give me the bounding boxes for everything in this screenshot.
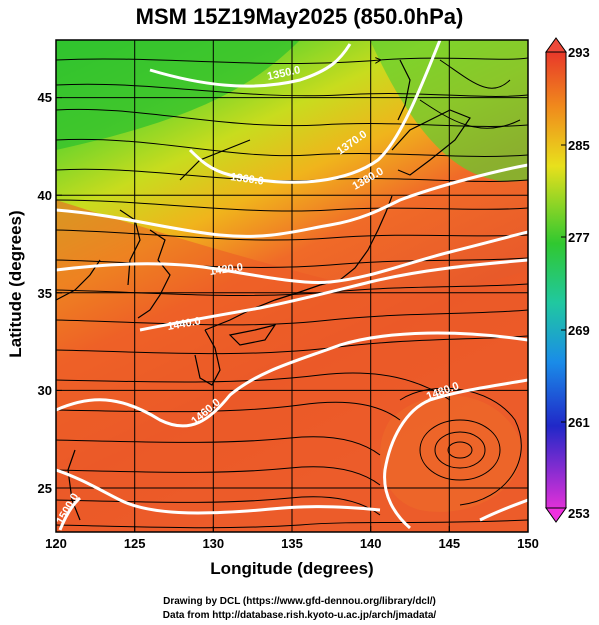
axis-ticks: [55, 97, 529, 532]
colorbar-max-arrow: [545, 37, 567, 53]
colorbar-tick-label: 277: [568, 230, 590, 245]
y-tick-label: 30: [37, 383, 52, 398]
x-tick-label: 145: [438, 536, 461, 551]
colorbar: [545, 37, 567, 523]
wind-streamlines: [56, 58, 528, 529]
contour-label-1360: 1360.0: [230, 171, 265, 188]
y-tick-label: 45: [37, 90, 52, 105]
credit-drawing: Drawing by DCL (https://www.gfd-dennou.o…: [163, 596, 436, 607]
colorbar-tick-label: 261: [568, 415, 590, 430]
y-tick-label: 25: [37, 481, 52, 496]
colorbar-tick-label: 269: [568, 323, 590, 338]
grid-lines: [56, 40, 528, 532]
height-contours: [56, 40, 528, 531]
x-tick-label: 125: [123, 536, 146, 551]
contour-label-1420: 1420.0: [209, 261, 244, 278]
x-axis-label: Longitude (degrees): [210, 559, 374, 578]
y-tick-label: 40: [37, 188, 52, 203]
colorbar-tick-label: 293: [568, 45, 590, 60]
map-title: MSM 15Z19May2025 (850.0hPa): [135, 4, 464, 29]
x-tick-label: 130: [202, 536, 225, 551]
x-tick-label: 140: [359, 536, 382, 551]
credit-data: Data from http://database.rish.kyoto-u.a…: [162, 610, 437, 621]
y-tick-label: 35: [37, 286, 52, 301]
colorbar-tick-label: 285: [568, 138, 590, 153]
colorbar-tick-label: 253: [568, 506, 590, 521]
x-tick-label: 150: [517, 536, 539, 551]
x-tick-label: 135: [281, 536, 303, 551]
y-axis-label: Latitude (degrees): [6, 210, 25, 358]
colorbar-min-arrow: [545, 507, 567, 523]
contour-label-1440: 1440.0: [166, 315, 201, 333]
x-tick-label: 120: [45, 536, 67, 551]
